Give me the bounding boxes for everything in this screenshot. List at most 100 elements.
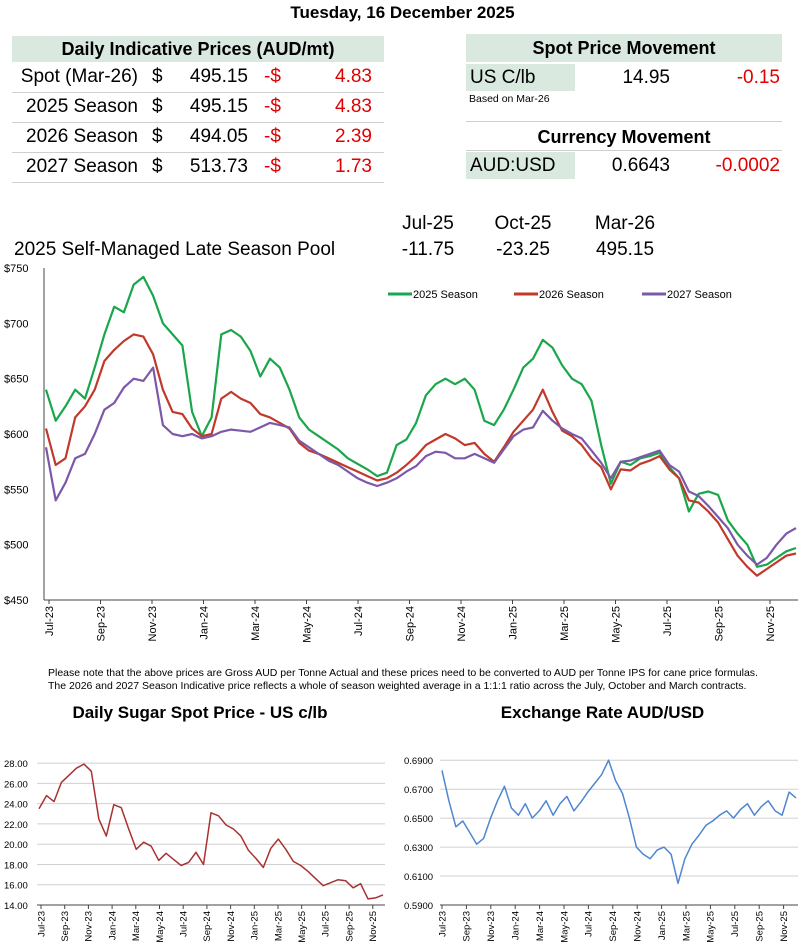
y-tick-label: 18.00	[4, 860, 28, 871]
x-tick-label: Mar-25	[559, 606, 571, 641]
x-tick-label: May-24	[559, 911, 570, 943]
sugar-spot-chart: 14.00 16.00 18.00 20.00 22.00 24.00 26.00 28.00…	[4, 759, 385, 943]
price-row-label: 2025 Season	[26, 96, 138, 117]
price-row-change-sign: -$	[264, 156, 281, 177]
y-tick-label: 16.00	[4, 881, 28, 892]
price-row-label: Spot (Mar-26)	[20, 66, 138, 87]
y-tick-label: $500	[4, 540, 28, 552]
price-row-value: 495.15	[189, 66, 248, 87]
price-row-value: 495.15	[189, 96, 248, 117]
spot-movement-label-cell	[466, 64, 575, 91]
price-row-change-sign: -$	[264, 66, 281, 87]
y-tick-label: 24.00	[4, 800, 28, 811]
x-tick-label: Sep-24	[404, 606, 416, 641]
x-tick-label: Mar-24	[131, 911, 142, 941]
price-row-currency: $	[152, 156, 163, 177]
x-tick-label: Jul-24	[584, 911, 595, 937]
x-tick-label: Nov-24	[633, 911, 644, 942]
price-row-label: 2026 Season	[26, 126, 138, 147]
y-tick-label: 0.6300	[404, 843, 433, 854]
x-tick-label: Mar-25	[681, 911, 692, 941]
x-tick-label: Sep-23	[462, 911, 473, 942]
spot-movement-header: Spot Price Movement	[466, 34, 782, 62]
x-tick-label: Jul-24	[179, 911, 190, 937]
x-tick-label: May-24	[155, 911, 166, 943]
y-tick-label: 26.00	[4, 779, 28, 790]
price-row-value: 513.73	[189, 156, 248, 177]
pool-col-oct: Oct-25	[494, 213, 552, 234]
y-tick-label: $650	[4, 374, 28, 386]
y-tick-label: 0.6500	[404, 814, 433, 825]
x-tick-label: Sep-24	[608, 911, 619, 942]
currency-movement-value: 0.6643	[611, 155, 670, 176]
x-tick-label: May-25	[706, 911, 717, 943]
y-tick-label: 0.6700	[404, 785, 433, 796]
legend-label: 2026 Season	[539, 289, 604, 301]
x-tick-label: Jul-25	[730, 911, 741, 937]
x-tick-label: Nov-25	[765, 606, 777, 641]
sugar-chart-title: Daily Sugar Spot Price - US c/lb	[72, 703, 328, 722]
x-tick-label: Nov-25	[779, 911, 790, 942]
spot-movement-change: -0.15	[736, 67, 780, 88]
fx-chart-title: Exchange Rate AUD/USD	[500, 703, 705, 722]
price-row-value: 494.05	[189, 126, 248, 147]
exchange-rate-line	[441, 759, 797, 885]
x-tick-label: Nov-23	[147, 606, 159, 641]
x-tick-label: Mar-25	[273, 911, 284, 941]
legend-label: 2027 Season	[667, 289, 732, 301]
pool-col-mar: Mar-26	[594, 213, 656, 234]
currency-label-cell	[466, 152, 575, 179]
y-tick-label: $450	[4, 595, 28, 607]
pool-value-oct: -23.25	[496, 239, 550, 260]
x-tick-label: Jul-24	[353, 606, 365, 636]
pool-value-mar: 495.15	[595, 239, 655, 260]
y-tick-label: 28.00	[4, 759, 28, 770]
series-2026-season-line	[44, 333, 797, 577]
pool-col-jul: Jul-25	[402, 213, 454, 234]
x-tick-label: Sep-25	[713, 606, 725, 641]
currency-movement-change: -0.0002	[715, 155, 780, 176]
currency-movement-title: Currency Movement	[537, 127, 711, 147]
series-2027-season-line	[44, 366, 797, 566]
price-row-currency: $	[152, 96, 163, 117]
x-tick-label: Sep-23	[95, 606, 107, 641]
x-tick-label: Sep-24	[202, 911, 213, 942]
footnote-2: The 2026 and 2027 Season Indicative pric…	[48, 680, 747, 692]
x-tick-label: Mar-24	[250, 606, 262, 641]
x-tick-label: May-25	[297, 911, 308, 943]
x-tick-label: Jan-25	[507, 606, 519, 640]
y-tick-label: 0.6100	[404, 872, 433, 883]
x-tick-label: Jan-25	[250, 911, 261, 940]
x-tick-label: Sep-23	[60, 911, 71, 942]
y-tick-label: 0.5900	[404, 901, 433, 912]
currency-movement-label: AUD:USD	[470, 155, 556, 176]
y-tick-label: $750	[4, 263, 28, 275]
series-2025-season-line	[44, 275, 797, 568]
pool-value-jul: -11.75	[401, 239, 455, 260]
x-tick-label: Jan-25	[657, 911, 668, 940]
price-row-change-sign: -$	[264, 126, 281, 147]
sugar-price-line	[38, 763, 384, 900]
x-tick-label: Jul-23	[44, 606, 56, 636]
page-title: Tuesday, 16 December 2025	[290, 3, 515, 22]
x-tick-label: May-25	[610, 606, 622, 643]
season-prices-chart: $450 $500 $550 $600 $650 $700 $750 Jul-23 Sep-23…	[4, 263, 798, 643]
y-tick-label: 22.00	[4, 820, 28, 831]
spot-movement-note: Based on Mar-26	[469, 93, 550, 105]
x-tick-label: Sep-25	[344, 911, 355, 942]
x-tick-label: Nov-24	[456, 606, 468, 641]
x-tick-label: Sep-25	[755, 911, 766, 942]
x-tick-label: May-24	[301, 606, 313, 643]
x-tick-label: Jul-23	[437, 911, 448, 937]
x-tick-label: Nov-25	[368, 911, 379, 942]
y-tick-label: $550	[4, 484, 28, 496]
x-tick-label: Nov-23	[84, 911, 95, 942]
prices-table-header: Daily Indicative Prices (AUD/mt)	[12, 36, 384, 62]
exchange-rate-chart: 0.5900 0.6100 0.6300 0.6500 0.6700 0.6900 Jul-…	[404, 756, 798, 943]
x-tick-label: Jan-24	[107, 911, 118, 940]
y-tick-label: 20.00	[4, 840, 28, 851]
price-row-change: 1.73	[335, 156, 372, 177]
price-row-currency: $	[152, 126, 163, 147]
legend-label: 2025 Season	[413, 289, 478, 301]
x-tick-label: Jul-25	[662, 606, 674, 636]
